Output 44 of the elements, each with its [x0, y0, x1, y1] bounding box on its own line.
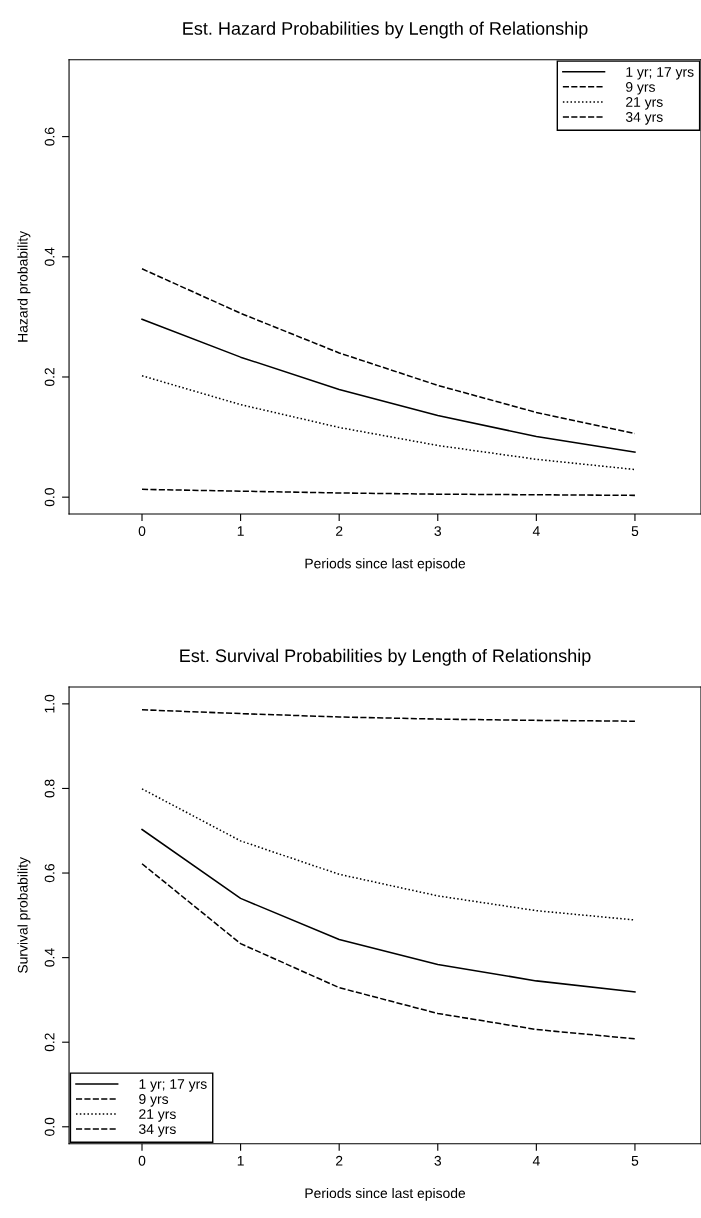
y-axis-title: Hazard probability	[17, 230, 31, 342]
chart-title: Est. Hazard Probabilities by Length of Relationship	[183, 21, 588, 39]
line-series	[141, 788, 636, 921]
y-tick-label: 0.0	[44, 1117, 55, 1136]
line-series	[141, 268, 636, 435]
legend-label: 21 yrs	[626, 97, 663, 110]
x-tick-label: 5	[631, 1156, 639, 1166]
y-tick-label: 0.8	[44, 779, 55, 798]
x-tick-label: 1	[237, 1156, 244, 1166]
legend-label: 9 yrs	[626, 82, 655, 95]
y-axis-title: Survival probability	[17, 857, 31, 973]
line-series	[141, 709, 636, 722]
y-tick-label: 1.0	[44, 694, 55, 713]
x-tick-label: 4	[532, 526, 540, 536]
x-tick-label: 5	[631, 526, 639, 536]
x-tick-label: 2	[336, 526, 343, 536]
y-tick-label: 0.4	[44, 247, 55, 266]
x-axis-title: Periods since last episode	[305, 558, 466, 572]
x-tick-label: 3	[434, 1155, 442, 1166]
legend-label: 1 yr; 17 yrs	[139, 1079, 207, 1092]
line-series	[141, 375, 636, 471]
legend-label: 34 yrs	[625, 112, 663, 125]
y-tick-label: 0.6	[44, 863, 55, 883]
legend-label: 34 yrs	[139, 1124, 176, 1137]
x-tick-label: 0	[138, 1155, 146, 1166]
line-series	[141, 828, 636, 993]
y-tick-label: 0.2	[44, 1033, 55, 1052]
legend-label: 9 yrs	[139, 1094, 169, 1107]
x-axis-title: Periods since last episode	[305, 1187, 466, 1201]
line-series	[141, 318, 636, 453]
x-tick-label: 1	[237, 526, 244, 536]
x-tick-label: 2	[336, 1155, 343, 1166]
x-tick-label: 3	[434, 526, 442, 536]
x-tick-label: 4	[532, 1156, 540, 1166]
line-series	[141, 488, 636, 497]
chart-title: Est. Survival Probabilities by Length of Relationship	[180, 648, 591, 666]
legend-label: 21 yrs	[139, 1109, 176, 1122]
legend-label: 1 yr; 17 yrs	[626, 67, 694, 80]
line-series	[141, 862, 636, 1040]
y-tick-label: 0.4	[44, 948, 55, 967]
x-tick-label: 0	[138, 526, 146, 536]
y-tick-label: 0.6	[44, 127, 55, 146]
y-tick-label: 0.0	[44, 488, 55, 507]
y-tick-label: 0.2	[44, 368, 55, 387]
